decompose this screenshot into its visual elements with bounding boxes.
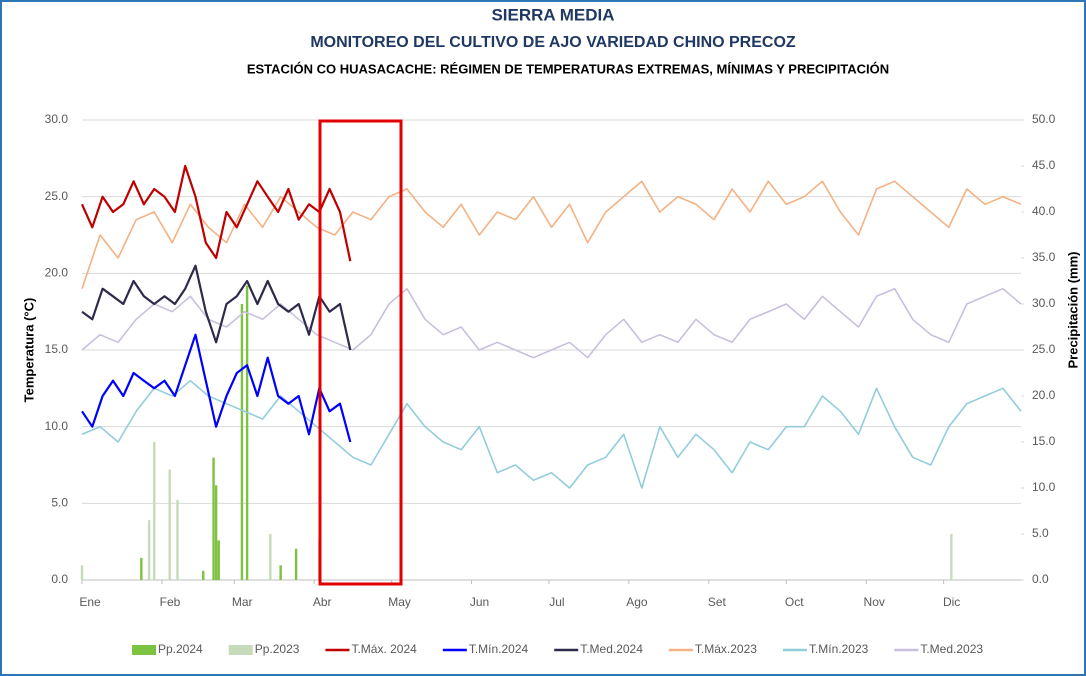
y2-tick-label: 15.0 — [1032, 434, 1056, 448]
y-tick-label: 15.0 — [45, 342, 69, 356]
y-axis-title: Temperatura (°C) — [21, 298, 36, 403]
bar — [217, 540, 220, 580]
bar — [245, 285, 249, 580]
line — [81, 379, 1022, 489]
bar — [140, 557, 143, 580]
x-tick-label: Set — [708, 595, 727, 609]
x-tick-label: Dic — [943, 595, 960, 609]
x-tick-label: Feb — [160, 595, 181, 609]
legend-label: T.Máx.2023 — [695, 642, 757, 656]
highlight-box — [318, 119, 403, 586]
line — [81, 180, 1022, 289]
bar — [294, 548, 298, 580]
chart-title: SIERRA MEDIA — [491, 5, 614, 24]
chart-subtitle: ESTACIÓN CO HUASACACHE: RÉGIMEN DE TEMPE… — [247, 61, 889, 76]
bar — [153, 442, 156, 580]
legend-swatch — [228, 645, 253, 655]
legend-label: T.Mín.2024 — [469, 642, 529, 656]
y-tick-label: 30.0 — [45, 112, 69, 126]
line — [80, 164, 352, 262]
legend-swatch — [132, 645, 156, 655]
y-tick-label: 5.0 — [51, 496, 68, 510]
bar — [279, 565, 282, 580]
bar — [240, 304, 244, 580]
legend-label: T.Máx. 2024 — [351, 642, 417, 656]
y-tick-label: 0.0 — [51, 572, 68, 586]
x-tick-label: Jul — [549, 595, 564, 609]
legend-label: T.Med.2023 — [920, 642, 983, 656]
x-tick-label: Mar — [232, 595, 253, 609]
legend-label: Pp.2023 — [255, 642, 300, 656]
line — [81, 264, 352, 351]
y2-tick-label: 0.0 — [1032, 572, 1049, 586]
y2-tick-label: 50.0 — [1032, 112, 1056, 126]
y-tick-label: 25.0 — [45, 189, 69, 203]
chart-subtitle: MONITOREO DEL CULTIVO DE AJO VARIEDAD CH… — [310, 34, 796, 51]
x-tick-label: Abr — [313, 595, 332, 609]
legend-label: T.Med.2024 — [580, 642, 643, 656]
x-tick-label: Ago — [626, 595, 648, 609]
legend-label: Pp.2024 — [158, 642, 203, 656]
x-tick-label: Ene — [79, 595, 101, 609]
y-tick-label: 20.0 — [45, 266, 69, 280]
x-tick-label: Oct — [785, 595, 804, 609]
y2-tick-label: 45.0 — [1032, 158, 1056, 172]
line — [81, 333, 352, 443]
y2-tick-label: 5.0 — [1032, 526, 1049, 540]
bar — [176, 499, 179, 580]
plot-area — [80, 164, 1022, 580]
x-tick-label: Jun — [470, 595, 489, 609]
y2-tick-label: 20.0 — [1032, 388, 1056, 402]
y2-tick-label: 25.0 — [1032, 342, 1056, 356]
x-tick-label: May — [388, 595, 411, 609]
y2-axis-title: Precipitación (mm) — [1065, 251, 1080, 368]
y2-tick-label: 10.0 — [1032, 480, 1056, 494]
y-tick-label: 10.0 — [45, 419, 69, 433]
y2-tick-label: 35.0 — [1032, 250, 1056, 264]
line — [81, 287, 1022, 359]
bar — [202, 570, 205, 580]
y2-tick-label: 30.0 — [1032, 296, 1056, 310]
bar — [950, 534, 953, 580]
x-tick-label: Nov — [864, 595, 885, 609]
bar — [80, 565, 84, 580]
y2-tick-label: 40.0 — [1032, 204, 1056, 218]
bar — [269, 534, 272, 580]
bar — [147, 520, 151, 580]
bar — [214, 485, 218, 580]
bar — [212, 457, 215, 580]
legend: Pp.2024 Pp.2023 T.Máx. 2024 T.Mín.2024 T.Med… — [132, 642, 983, 656]
legend-label: T.Mín.2023 — [809, 642, 869, 656]
bar — [168, 469, 171, 580]
